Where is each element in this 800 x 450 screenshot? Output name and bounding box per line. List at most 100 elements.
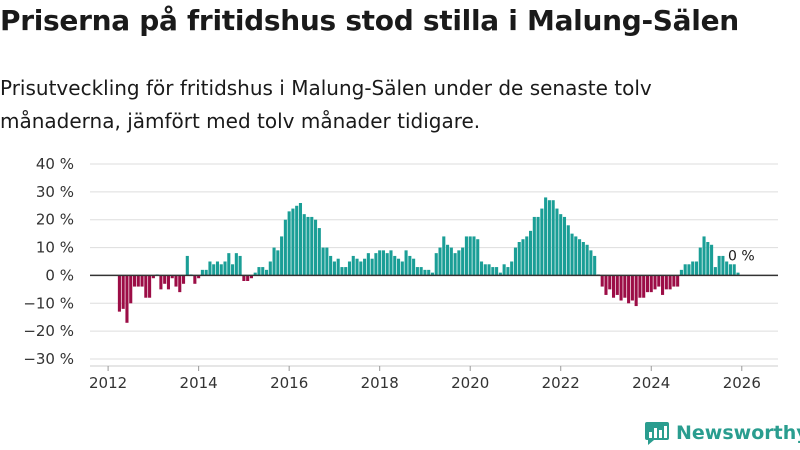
bar[interactable] [238,255,242,276]
newsworthy-logo[interactable]: Newsworthy [644,420,800,446]
bar[interactable] [529,230,533,276]
bar[interactable] [389,250,393,276]
bar[interactable] [551,200,555,276]
bar[interactable] [231,264,235,276]
bar[interactable] [359,261,363,276]
bar[interactable] [668,275,672,290]
bar[interactable] [272,247,276,276]
bar[interactable] [370,258,374,276]
bar[interactable] [151,275,155,279]
bar[interactable] [332,261,336,276]
bar[interactable] [442,236,446,276]
bar[interactable] [717,255,721,276]
bar[interactable] [457,250,461,276]
bar[interactable] [430,272,435,276]
bar[interactable] [261,267,265,276]
bar[interactable] [645,275,650,293]
bar[interactable] [702,236,706,276]
bar[interactable] [585,244,589,276]
bar[interactable] [468,236,472,276]
bar[interactable] [664,275,668,290]
bar[interactable] [581,242,585,276]
bar[interactable] [412,258,416,276]
bar[interactable] [536,216,540,276]
bar[interactable] [627,275,631,304]
bar[interactable] [166,275,170,290]
bar[interactable] [423,269,427,276]
bar[interactable] [117,275,121,312]
bar[interactable] [619,275,623,301]
bar[interactable] [257,267,261,276]
bar[interactable] [736,272,740,276]
bar[interactable] [174,275,178,287]
bar[interactable] [570,233,574,276]
bar[interactable] [212,264,216,276]
bar[interactable] [513,247,517,276]
bar[interactable] [479,261,484,276]
bar[interactable] [298,203,303,276]
bar[interactable] [355,258,359,276]
bar[interactable] [291,208,295,276]
bar[interactable] [544,197,548,276]
bar[interactable] [608,275,612,290]
bar[interactable] [427,269,431,276]
bar[interactable] [404,250,408,276]
bar[interactable] [578,239,582,276]
bar[interactable] [306,216,310,276]
bar[interactable] [340,267,344,276]
bar[interactable] [517,242,521,276]
bar[interactable] [125,275,129,323]
bar[interactable] [227,253,231,276]
bar[interactable] [121,275,125,309]
bar[interactable] [713,267,717,276]
bar[interactable] [472,236,476,276]
bar[interactable] [638,275,642,298]
bar[interactable] [136,275,140,287]
bar[interactable] [532,216,536,276]
bar[interactable] [400,261,404,276]
bar[interactable] [140,275,144,287]
bar[interactable] [483,264,487,276]
bar[interactable] [317,228,321,276]
bar[interactable] [694,261,699,276]
bar[interactable] [148,275,152,298]
bar[interactable] [502,264,506,276]
bar[interactable] [276,250,280,276]
bar[interactable] [200,269,204,276]
bar[interactable] [510,261,514,276]
bar[interactable] [679,269,683,276]
bar[interactable] [446,244,450,276]
bar[interactable] [344,267,348,276]
bar[interactable] [676,275,680,287]
bar[interactable] [495,267,499,276]
bar[interactable] [234,253,238,276]
bar[interactable] [498,272,502,276]
bar[interactable] [223,261,227,276]
bar[interactable] [280,236,284,276]
bar[interactable] [725,261,729,276]
bar[interactable] [336,258,340,276]
bar[interactable] [129,275,133,304]
bar[interactable] [302,214,306,276]
bar[interactable] [687,264,691,276]
bar[interactable] [593,255,597,276]
bar[interactable] [721,255,725,276]
bar[interactable] [314,219,318,276]
bar[interactable] [408,255,412,276]
bar[interactable] [329,255,333,276]
bar[interactable] [642,275,646,298]
bar[interactable] [491,267,495,276]
bar[interactable] [246,275,250,281]
bar[interactable] [163,275,167,284]
bar[interactable] [623,275,627,298]
bar[interactable] [728,264,732,276]
bar[interactable] [264,269,269,276]
bar[interactable] [611,275,616,298]
bar[interactable] [604,275,608,295]
bar[interactable] [185,255,189,276]
bar[interactable] [540,208,544,276]
bar[interactable] [208,261,212,276]
bar[interactable] [415,267,419,276]
bar[interactable] [615,275,619,295]
bar[interactable] [525,236,529,276]
